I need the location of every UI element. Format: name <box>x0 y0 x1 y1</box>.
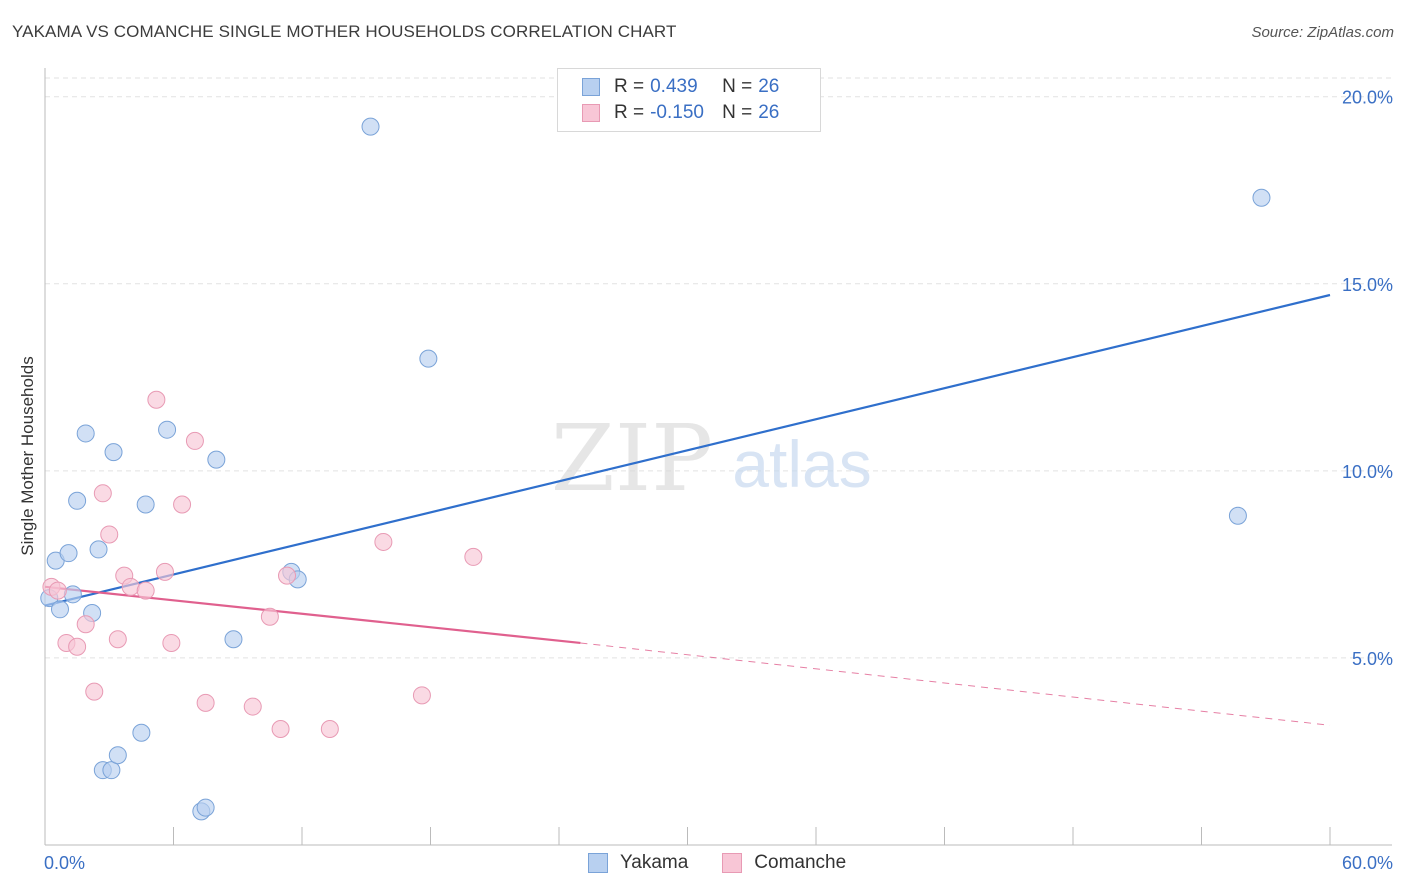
yakama-point <box>196 798 215 817</box>
yakama-point <box>63 585 82 604</box>
yakama-point <box>89 540 108 559</box>
comanche-point <box>185 431 204 450</box>
gridlines <box>45 77 1392 659</box>
n-value: 26 <box>758 76 780 97</box>
yakama-point <box>102 761 121 780</box>
yakama-point <box>419 349 438 368</box>
comanche-point <box>464 547 483 566</box>
chart-title: YAKAMA VS COMANCHE SINGLE MOTHER HOUSEHO… <box>12 22 677 41</box>
x-tick-label: 60.0% <box>1342 853 1393 873</box>
data-points <box>40 117 1271 821</box>
y-tick-label: 20.0% <box>1342 88 1393 108</box>
yakama-point <box>136 495 155 514</box>
comanche-legend-swatch <box>722 853 743 873</box>
y-tick-label: 15.0% <box>1342 275 1393 295</box>
comanche-point <box>93 484 112 503</box>
r-value: -0.150 <box>650 102 704 123</box>
comanche-point <box>100 525 119 544</box>
comanche-point <box>121 577 140 596</box>
comanche-swatch <box>582 104 600 122</box>
x-tick-label: 0.0% <box>44 853 85 873</box>
comanche-point <box>136 581 155 600</box>
comanche-point <box>374 532 393 551</box>
comanche-point <box>243 697 262 716</box>
watermark-zip: ZIP <box>551 405 713 512</box>
yakama-point <box>68 491 87 510</box>
yakama-point <box>59 544 78 563</box>
yakama-point <box>108 746 127 765</box>
comanche-trend-line <box>44 585 581 645</box>
comanche-point <box>278 566 297 585</box>
comanche-point <box>68 637 87 656</box>
n-label: N = <box>722 76 753 97</box>
y-tick-label: 5.0% <box>1352 649 1393 669</box>
yakama-point <box>132 723 151 742</box>
comanche-legend-label: Comanche <box>754 852 847 873</box>
yakama-point <box>104 443 123 462</box>
comanche-trend-extension <box>580 642 1331 726</box>
watermark-atlas: atlas <box>732 427 871 501</box>
y-tick-label: 10.0% <box>1342 462 1393 482</box>
comanche-point <box>173 495 192 514</box>
comanche-point <box>196 693 215 712</box>
legend-item-comanche: Comanche <box>722 852 846 874</box>
legend-row-yakama: R = 0.439 N = 26 <box>582 75 779 99</box>
axes <box>44 68 1392 846</box>
yakama-point <box>158 420 177 439</box>
n-label: N = <box>722 102 753 123</box>
series-legend: Yakama Comanche <box>588 852 880 874</box>
source-credit: Source: ZipAtlas.com <box>1251 24 1394 41</box>
yakama-point <box>224 630 243 649</box>
yakama-trend-line <box>44 293 1331 607</box>
comanche-point <box>260 607 279 626</box>
y-axis-label: Single Mother Households <box>18 356 37 556</box>
comanche-point <box>76 615 95 634</box>
comanche-point <box>147 390 166 409</box>
yakama-point <box>50 600 69 619</box>
comanche-point <box>85 682 104 701</box>
r-label: R = <box>614 76 645 97</box>
r-label: R = <box>614 102 645 123</box>
yakama-swatch <box>582 78 600 96</box>
legend-item-yakama: Yakama <box>588 852 688 874</box>
comanche-point <box>320 720 339 739</box>
r-value: 0.439 <box>650 76 698 97</box>
legend-row-comanche: R = -0.150 N = 26 <box>582 101 779 125</box>
yakama-legend-label: Yakama <box>620 852 689 873</box>
correlation-legend: R = 0.439 N = 26 R = -0.150 N = 26 <box>557 68 821 132</box>
comanche-point <box>271 720 290 739</box>
comanche-point <box>108 630 127 649</box>
yakama-point <box>76 424 95 443</box>
yakama-point <box>1252 188 1271 207</box>
yakama-legend-swatch <box>588 853 608 873</box>
comanche-point <box>155 562 174 581</box>
yakama-point <box>361 117 380 136</box>
comanche-point <box>412 686 431 705</box>
watermark: ZIP atlas <box>551 405 872 512</box>
comanche-point <box>48 581 67 600</box>
n-value: 26 <box>758 102 780 123</box>
comanche-point <box>162 633 181 652</box>
tick-labels: 5.0% 10.0% 15.0% 20.0% 0.0% 60.0% <box>44 88 1393 873</box>
yakama-point <box>1228 506 1247 525</box>
yakama-point <box>207 450 226 469</box>
trend-lines <box>44 293 1331 726</box>
